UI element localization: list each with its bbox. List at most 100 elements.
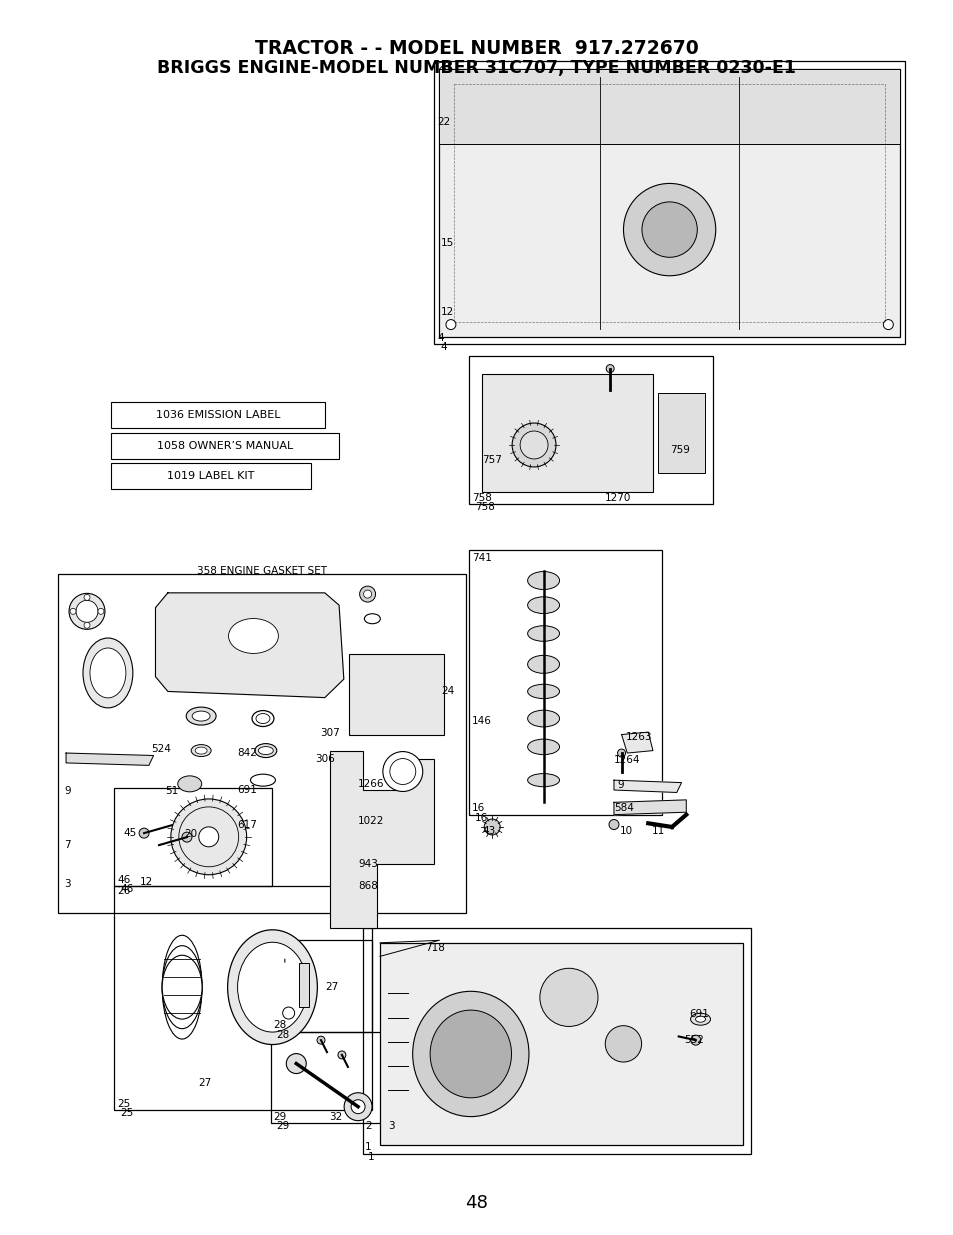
Ellipse shape [527, 773, 559, 787]
Ellipse shape [252, 710, 274, 726]
Text: 943: 943 [357, 860, 377, 869]
Polygon shape [66, 753, 153, 766]
Circle shape [198, 827, 218, 847]
Bar [111, 463, 311, 489]
Circle shape [363, 590, 372, 598]
Ellipse shape [229, 619, 278, 653]
Text: 758: 758 [475, 503, 495, 513]
Text: 15: 15 [440, 238, 454, 248]
Bar [113, 887, 372, 1110]
Text: 758: 758 [472, 493, 492, 503]
Text: 9: 9 [618, 781, 624, 790]
Text: 306: 306 [314, 755, 335, 764]
Circle shape [359, 587, 375, 603]
Text: 46: 46 [120, 884, 133, 894]
Text: 43: 43 [482, 826, 496, 836]
Text: 524: 524 [152, 745, 172, 755]
Bar [348, 655, 443, 735]
Text: 757: 757 [481, 454, 501, 464]
Circle shape [623, 184, 715, 275]
Ellipse shape [527, 684, 559, 699]
Bar [111, 432, 338, 458]
Ellipse shape [430, 1010, 511, 1098]
Polygon shape [614, 800, 685, 815]
Circle shape [282, 1007, 294, 1019]
Text: 11: 11 [651, 826, 664, 836]
Bar [438, 69, 900, 144]
Text: 1264: 1264 [614, 756, 639, 766]
Bar [481, 373, 652, 492]
Text: 1036 EMISSION LABEL: 1036 EMISSION LABEL [155, 410, 280, 420]
Text: 1270: 1270 [604, 493, 630, 503]
Ellipse shape [195, 747, 207, 755]
Text: 358 ENGINE GASKET SET: 358 ENGINE GASKET SET [197, 566, 327, 576]
Circle shape [608, 820, 618, 830]
Circle shape [76, 600, 98, 622]
Ellipse shape [527, 656, 559, 673]
Ellipse shape [83, 638, 132, 708]
Ellipse shape [162, 946, 202, 1029]
Circle shape [84, 622, 90, 629]
Circle shape [171, 799, 247, 874]
Circle shape [84, 594, 90, 600]
Text: 29: 29 [274, 1112, 287, 1121]
Text: 48: 48 [465, 1194, 488, 1212]
Text: 25: 25 [120, 1109, 133, 1119]
Polygon shape [621, 732, 652, 753]
Text: 868: 868 [357, 881, 377, 892]
Bar [298, 963, 309, 1007]
Circle shape [351, 1099, 365, 1114]
Ellipse shape [527, 739, 559, 755]
Bar [113, 788, 273, 887]
Circle shape [337, 1051, 346, 1058]
Ellipse shape [527, 710, 559, 727]
Circle shape [690, 1035, 700, 1045]
Ellipse shape [255, 714, 270, 724]
Text: 741: 741 [472, 553, 492, 563]
Ellipse shape [228, 930, 317, 1045]
Circle shape [664, 74, 674, 84]
Circle shape [382, 752, 422, 792]
Text: 28: 28 [276, 1030, 290, 1040]
Text: 46: 46 [117, 874, 131, 885]
Bar [469, 550, 661, 815]
Text: 27: 27 [198, 1078, 212, 1088]
Text: 1058 OWNER’S MANUAL: 1058 OWNER’S MANUAL [156, 441, 293, 451]
Text: BRIGGS ENGINE-MODEL NUMBER 31C707, TYPE NUMBER 0230-E1: BRIGGS ENGINE-MODEL NUMBER 31C707, TYPE … [157, 59, 796, 77]
Text: 28: 28 [274, 1020, 287, 1030]
Text: 51: 51 [165, 787, 178, 797]
Text: 32: 32 [329, 1112, 342, 1121]
Circle shape [641, 201, 697, 257]
Text: TRACTOR - - MODEL NUMBER  917.272670: TRACTOR - - MODEL NUMBER 917.272670 [254, 38, 699, 58]
Ellipse shape [413, 992, 528, 1116]
Ellipse shape [527, 626, 559, 641]
Polygon shape [155, 593, 343, 698]
Text: 552: 552 [683, 1035, 703, 1045]
Circle shape [69, 593, 105, 630]
Text: 25: 25 [117, 1099, 131, 1109]
Circle shape [98, 609, 104, 614]
Bar [271, 1031, 381, 1123]
Circle shape [70, 609, 76, 614]
Circle shape [882, 320, 892, 330]
Text: 16: 16 [475, 813, 488, 823]
Ellipse shape [251, 774, 275, 787]
Bar [58, 574, 465, 913]
Text: 584: 584 [614, 804, 633, 814]
Circle shape [445, 320, 456, 330]
Ellipse shape [690, 1013, 710, 1025]
Bar [111, 401, 324, 427]
Circle shape [882, 77, 892, 86]
Text: 16: 16 [472, 804, 485, 814]
Text: 4: 4 [436, 332, 443, 343]
Text: 29: 29 [276, 1121, 290, 1131]
Circle shape [484, 819, 499, 835]
Circle shape [286, 1053, 306, 1073]
Text: 27: 27 [324, 982, 337, 992]
Text: 10: 10 [619, 826, 632, 836]
Text: 24: 24 [440, 687, 454, 697]
Circle shape [617, 750, 625, 757]
Circle shape [445, 77, 456, 86]
Bar [379, 942, 742, 1145]
Bar [657, 393, 704, 473]
